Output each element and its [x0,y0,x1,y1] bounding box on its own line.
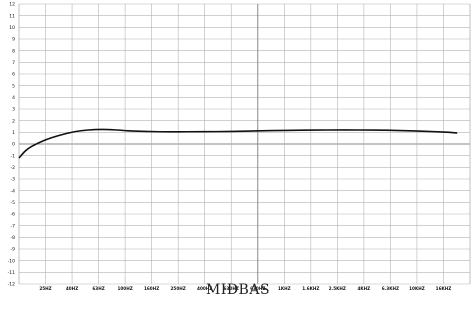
x-tick-label: 400HZ [197,286,212,291]
y-tick-labels: 1211109876543210-1-2-3-4-5-6-7-8-9-10-11… [8,2,15,288]
x-tick-labels: 25HZ 40HZ 63HZ 100HZ 160HZ 250HZ 400HZ 630HZ 630… [39,286,451,291]
y-tick-label: 7 [12,60,15,66]
x-tick-label: 16KHZ [436,286,452,291]
y-tick-label: -3 [11,177,16,183]
y-tick-label: -4 [11,188,16,194]
y-tick-label: -5 [11,200,16,206]
y-tick-label: -11 [8,270,15,276]
y-tick-label: -7 [11,223,16,229]
x-tick-label: 6.3KHZ [382,286,399,291]
x-tick-label: 630HZ [224,286,239,291]
x-tick-label: 630HZ [250,286,265,291]
y-tick-label: -8 [11,235,16,241]
x-tick-label: 63HZ [92,286,104,291]
y-tick-label: 5 [12,83,15,89]
response-curve [18,128,458,159]
x-tick-label: 1.6KHZ [302,286,319,291]
y-tick-label: -6 [11,212,16,218]
y-tick-label: 3 [12,107,15,113]
y-tick-label: 6 [12,72,15,78]
x-tick-label: 1KHZ [278,286,291,291]
x-tick-label: 4KHZ [358,286,371,291]
y-tick-label: 12 [9,2,15,8]
x-tick-label: 25HZ [39,286,51,291]
x-tick-label: 2.5KHZ [329,286,346,291]
y-tick-label: 8 [12,48,15,54]
y-tick-label: -2 [11,165,16,171]
y-tick-label: 0 [12,142,15,148]
y-tick-label: 10 [9,25,15,31]
y-tick-label: 11 [9,13,15,19]
y-tick-label: -10 [8,258,15,264]
y-tick-label: -12 [8,282,15,288]
x-tick-label: 160HZ [144,286,159,291]
y-tick-label: 2 [12,118,15,124]
y-tick-label: 9 [12,37,15,43]
x-tick-label: 100HZ [117,286,132,291]
y-tick-label: -1 [11,153,16,159]
y-tick-label: -9 [11,247,16,253]
y-tick-label: 1 [12,130,15,136]
x-tick-label: 10KHZ [409,286,425,291]
y-tick-label: 4 [12,95,15,101]
x-tick-label: 40HZ [66,286,78,291]
chart-caption: MIDBAS [206,282,270,298]
grid [18,3,471,285]
x-tick-label: 250HZ [171,286,186,291]
